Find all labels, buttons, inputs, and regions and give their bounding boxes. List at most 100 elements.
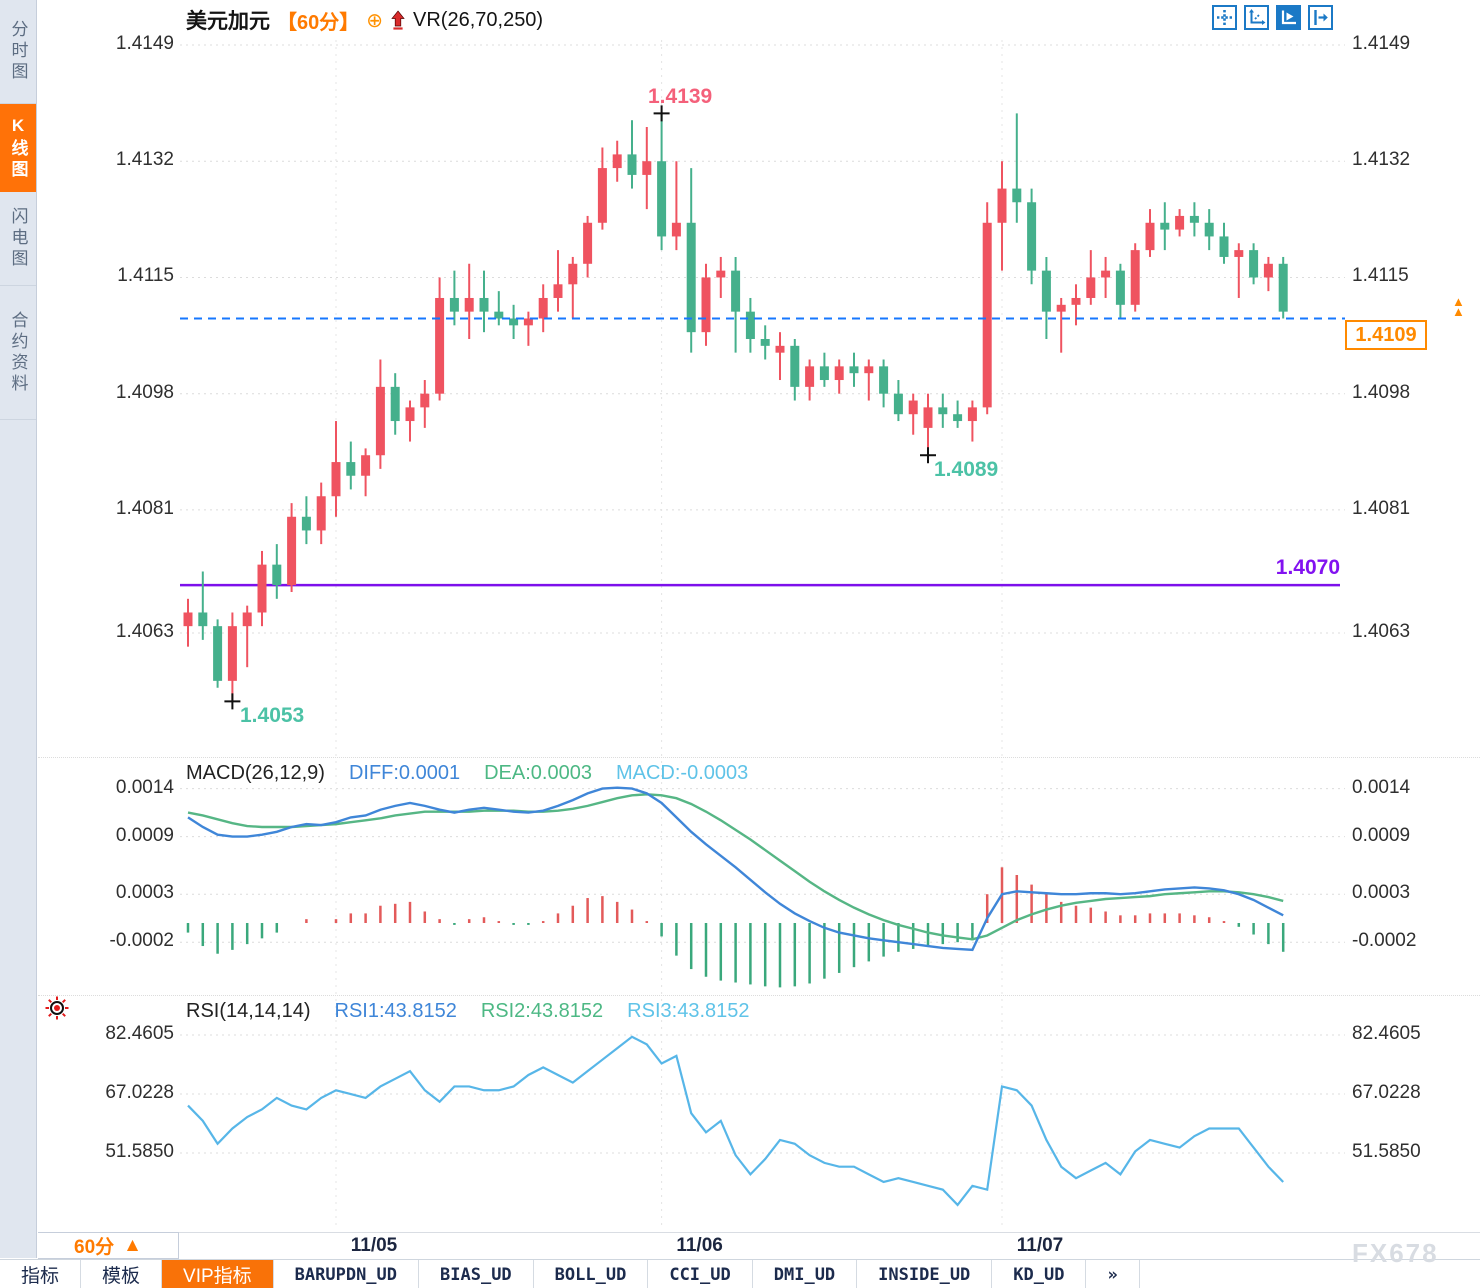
tab-模板[interactable]: 模板 [81, 1260, 163, 1288]
up-arrow-icon [390, 9, 406, 31]
price-axis-label-left: 1.4063 [115, 621, 174, 642]
tab-BOLL_UD[interactable]: BOLL_UD [534, 1260, 649, 1288]
timeframe-label[interactable]: 【60分】 [277, 11, 360, 34]
candle-body [301, 516, 311, 531]
rsi-axis-label-right: 51.5850 [1352, 1141, 1421, 1162]
price-axis-label-right: 1.4081 [1352, 497, 1411, 519]
candle-body [361, 455, 371, 476]
tab-»[interactable]: » [1086, 1260, 1140, 1288]
candle-body [760, 339, 770, 346]
tab-BIAS_UD[interactable]: BIAS_UD [419, 1260, 534, 1288]
tab-INSIDE_UD[interactable]: INSIDE_UD [857, 1260, 993, 1288]
candle-body [287, 516, 297, 586]
price-axis-label-left: 1.4115 [117, 265, 174, 287]
macd-axis-label-left: -0.0002 [109, 930, 174, 952]
rsi2-value: RSI2:43.8152 [480, 1000, 604, 1022]
macd-diff-line [187, 786, 1284, 952]
candle-body [523, 318, 533, 326]
candle-body [331, 462, 341, 497]
candle-body [790, 345, 800, 387]
price-axis-label-right: 1.4149 [1352, 33, 1411, 54]
rsi-axis-label-left: 67.0228 [105, 1082, 174, 1103]
macd-title: MACD(26,12,9) [186, 762, 325, 784]
auto-fit-icon[interactable] [1276, 5, 1301, 30]
candle-body [375, 386, 385, 456]
add-indicator-icon[interactable]: ⊕ [366, 9, 384, 32]
candle-body [346, 462, 356, 476]
pane-separator [38, 1232, 1480, 1233]
candle-body [435, 297, 445, 394]
tab-VIP指标[interactable]: VIP指标 [162, 1260, 274, 1288]
price-up-arrows-icon: ▲ ▲ [1452, 294, 1465, 319]
sun-marker-icon[interactable] [44, 995, 70, 1026]
candle-body [657, 161, 667, 237]
price-axis-label-left: 1.4149 [115, 33, 174, 54]
symbol-name: 美元加元 [186, 10, 270, 33]
price-axis-label-left: 1.4098 [115, 381, 174, 403]
candle-body [908, 400, 918, 415]
candle-body [879, 366, 889, 394]
candle-body [183, 612, 193, 627]
candle-body [390, 386, 400, 422]
candle-body [805, 366, 815, 387]
macd-header: MACD(26,12,9) DIFF:0.0001 DEA:0.0003 MAC… [186, 762, 748, 785]
candle-body [834, 366, 844, 381]
crosshair-icon[interactable] [1212, 5, 1237, 30]
candle-body [1219, 236, 1229, 257]
candle-body [494, 311, 504, 319]
candle-body [1056, 304, 1066, 312]
swing-low-annotation: 1.4089 [934, 458, 999, 481]
tab-DMI_UD[interactable]: DMI_UD [753, 1260, 858, 1288]
price-axis-label-right: 1.4098 [1352, 381, 1411, 403]
candle-body [257, 564, 267, 613]
sidebar-item-K线图[interactable]: K线图 [0, 104, 36, 192]
high-price-annotation: 1.4139 [648, 85, 713, 108]
pan-right-icon[interactable] [1308, 5, 1333, 30]
candle-body [1012, 188, 1022, 203]
candle-body [1071, 297, 1081, 305]
tab-指标[interactable]: 指标 [0, 1260, 82, 1288]
candle-body [745, 311, 755, 339]
candle-body [686, 222, 696, 333]
sidebar-item-分时图[interactable]: 分时图 [0, 0, 36, 104]
candle-body [938, 407, 948, 415]
tab-BARUPDN_UD[interactable]: BARUPDN_UD [274, 1260, 420, 1288]
rsi-axis-label-right: 82.4605 [1352, 1023, 1421, 1044]
timeframe-button[interactable]: 60分 ▲ [38, 1232, 179, 1259]
candle-body [553, 284, 563, 298]
rsi-line [187, 1035, 1284, 1207]
candle-body [849, 366, 859, 374]
rsi-header: RSI(14,14,14) RSI1:43.8152 RSI2:43.8152 … [186, 1000, 750, 1023]
candle-body [597, 168, 607, 223]
macd-axis-label-left: 0.0014 [115, 776, 174, 798]
sidebar-item-闪电图[interactable]: 闪电图 [0, 192, 36, 286]
rsi1-value: RSI1:43.8152 [334, 1000, 457, 1022]
tab-CCI_UD[interactable]: CCI_UD [648, 1260, 753, 1288]
macd-axis-label-left: 0.0003 [115, 882, 174, 904]
candle-body [509, 318, 519, 326]
low-price-annotation: 1.4053 [240, 704, 305, 727]
candle-body [420, 393, 430, 408]
candle-body [982, 222, 992, 408]
indicator-tab-bar: 指标 模板 VIP指标 BARUPDN_UD BIAS_UD BOLL_UD CCI_UD D… [0, 1259, 1480, 1288]
candle-body [198, 612, 208, 627]
candle-body [568, 263, 578, 285]
price-axis-label-right: 1.4115 [1352, 265, 1409, 287]
candle-body [449, 297, 459, 312]
chart-toolbar [1212, 5, 1333, 30]
watermark: FX678 [1352, 1238, 1439, 1268]
rsi-axis-label-left: 82.4605 [105, 1023, 174, 1044]
tab-KD_UD[interactable]: KD_UD [992, 1260, 1087, 1288]
price-axis-label-left: 1.4132 [115, 149, 174, 171]
candle-body [819, 366, 829, 381]
candle-body [538, 297, 548, 319]
candle-body [1130, 250, 1140, 305]
macd-dea-value: DEA:0.0003 [484, 762, 592, 784]
macd-axis-label-right: 0.0003 [1352, 882, 1411, 904]
sidebar-item-合约资料[interactable]: 合约资料 [0, 286, 36, 420]
candle-body [893, 393, 903, 415]
candle-body [612, 154, 622, 169]
axis-scale-icon[interactable] [1244, 5, 1269, 30]
chart-canvas[interactable] [0, 0, 1480, 1232]
